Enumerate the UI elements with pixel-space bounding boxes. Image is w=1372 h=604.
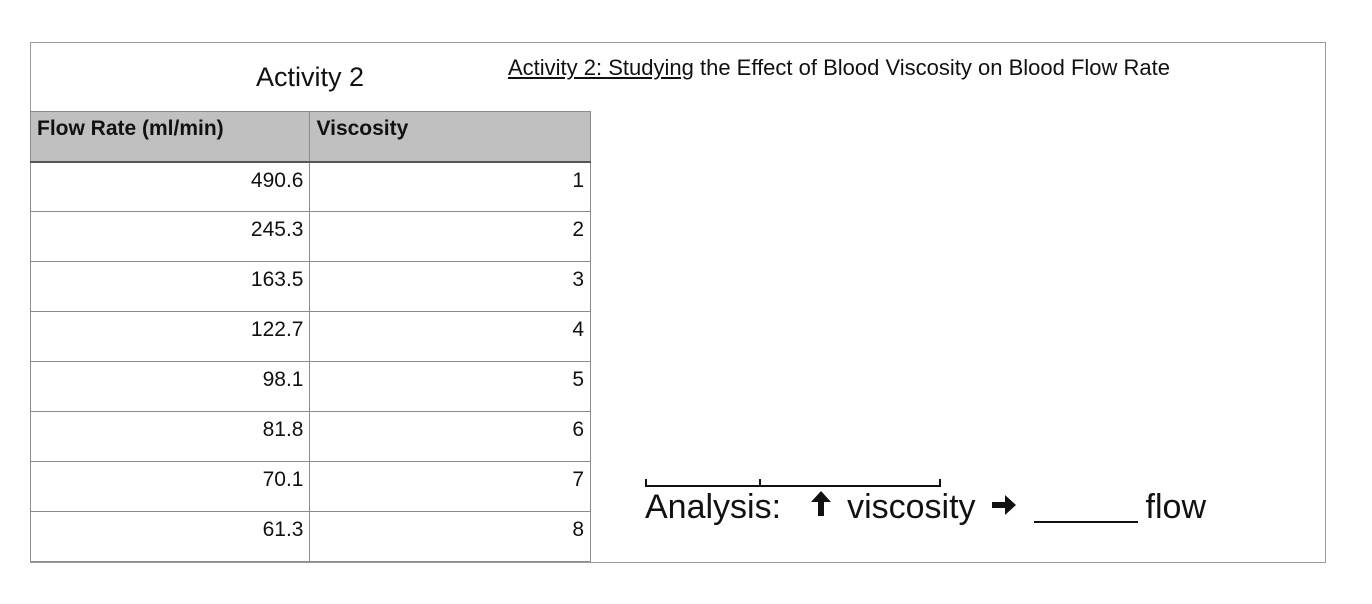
header-viscosity: Viscosity [309,111,591,163]
flow-rate-cell: 61.3 [29,511,311,562]
bracket-tick [939,479,941,487]
flow-rate-cell: 163.5 [29,261,311,312]
analysis-term: viscosity [847,488,976,526]
flow-rate-cell: 98.1 [29,361,311,412]
bracket-lines [645,478,941,488]
viscosity-cell: 8 [309,511,591,562]
data-table: Flow Rate (ml/min) Viscosity 490.6 1 245… [29,111,591,562]
viscosity-cell: 3 [309,261,591,312]
viscosity-cell: 7 [309,461,591,512]
viscosity-cell: 2 [309,211,591,262]
bracket-bar [645,485,941,487]
flow-rate-cell: 70.1 [29,461,311,512]
right-arrow-icon [990,488,1018,527]
table-row: 163.5 3 [29,261,591,312]
activity-heading: Activity 2: Studying the Effect of Blood… [508,55,1170,81]
flow-rate-cell: 122.7 [29,311,311,362]
bracket-tick [759,479,761,487]
viscosity-cell: 4 [309,311,591,362]
viscosity-cell: 6 [309,411,591,462]
activity-title: Activity 2 [255,61,365,92]
table-row: 122.7 4 [29,311,591,362]
flow-rate-cell: 490.6 [29,161,311,212]
analysis-tail: flow [1145,488,1206,526]
table-row: 490.6 1 [29,161,591,212]
table-row: 245.3 2 [29,211,591,262]
flow-rate-cell: 245.3 [29,211,311,262]
table-row: 98.1 5 [29,361,591,412]
table-row: 81.8 6 [29,411,591,462]
table-row: 61.3 8 [29,511,591,562]
answer-blank[interactable] [1033,493,1138,523]
analysis-line: Analysis: viscosity flow [645,488,1206,527]
bracket-tick [645,479,647,487]
viscosity-cell: 1 [309,161,591,212]
analysis-label: Analysis: [645,488,782,526]
flow-rate-cell: 81.8 [29,411,311,462]
heading-rest: the Effect of Blood Viscosity on Blood F… [693,55,1170,80]
header-flow-rate: Flow Rate (ml/min) [29,111,311,163]
up-arrow-icon [809,488,833,527]
viscosity-cell: 5 [309,361,591,412]
table-header-row: Flow Rate (ml/min) Viscosity [29,111,591,163]
table-row: 70.1 7 [29,461,591,512]
heading-underlined: Activity 2: Studying [508,55,694,80]
